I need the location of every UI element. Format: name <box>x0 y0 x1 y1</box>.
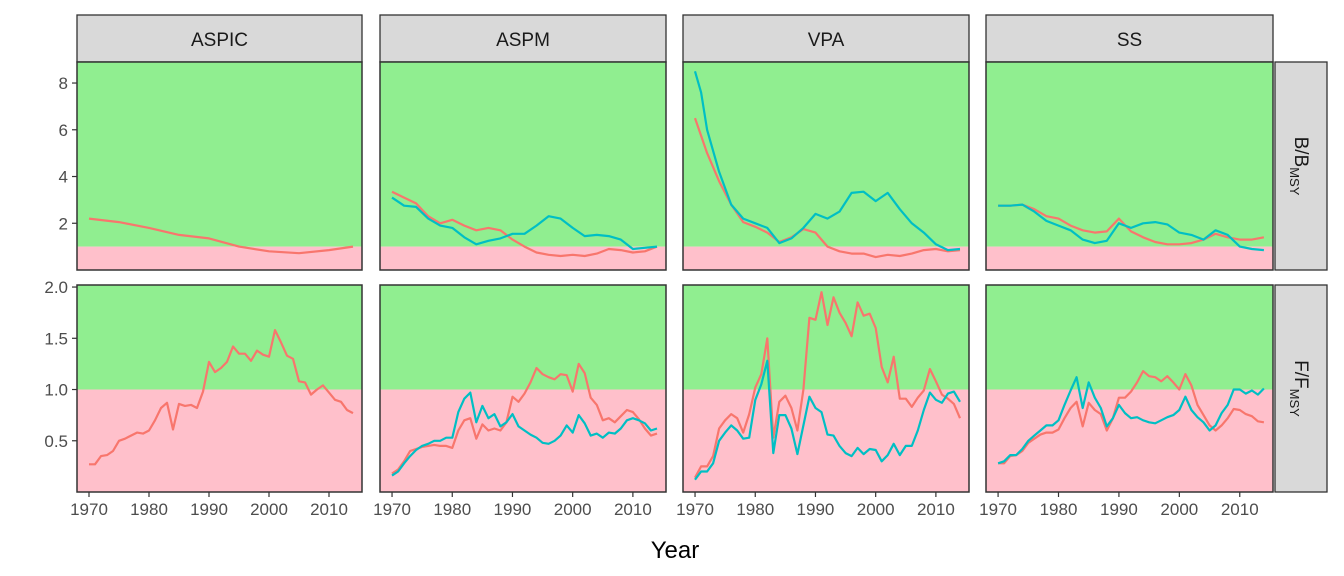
x-tick-label: 2000 <box>857 500 895 519</box>
x-axis-title: Year <box>651 537 700 564</box>
x-tick-label: 1970 <box>70 500 108 519</box>
series-line-0 <box>998 203 1265 246</box>
series-line-1 <box>391 391 658 477</box>
series-line-0 <box>694 291 962 479</box>
above-reference-zone <box>683 285 969 390</box>
below-reference-zone <box>683 246 969 270</box>
y-tick-label: 8 <box>59 74 68 93</box>
y-tick-label: 0.5 <box>44 432 68 451</box>
panel-vpa-row-0 <box>682 61 970 271</box>
column-strip-aspm <box>379 14 667 63</box>
x-tick-label: 2000 <box>554 500 592 519</box>
row-strip-label-subscript: MSY <box>1288 389 1303 418</box>
x-tick-label: 1990 <box>494 500 532 519</box>
panel-border <box>985 284 1274 493</box>
x-tick-label: 1970 <box>373 500 411 519</box>
below-reference-zone <box>77 389 362 492</box>
series-line-0 <box>88 217 354 255</box>
column-strip-aspic <box>76 14 363 63</box>
panel-aspm-row-1 <box>379 284 667 493</box>
panel-border <box>985 61 1274 271</box>
x-tick-label: 2010 <box>614 500 652 519</box>
row-strip-1 <box>1274 284 1328 493</box>
series-line-1 <box>998 203 1265 252</box>
series-line-0 <box>391 362 658 475</box>
series-line-0 <box>693 117 961 259</box>
panel-border <box>682 61 970 271</box>
column-strip-label: VPA <box>808 30 845 51</box>
x-tick-label: 1980 <box>433 500 471 519</box>
above-reference-zone <box>986 62 1273 247</box>
panel-border <box>682 284 970 493</box>
x-tick-label: 1990 <box>1100 500 1138 519</box>
series-line-0 <box>391 190 658 258</box>
y-tick-label: 1.0 <box>44 381 68 400</box>
panel-aspm-row-0 <box>379 61 667 271</box>
panel-ss-row-0 <box>985 61 1274 271</box>
x-tick-label: 1990 <box>797 500 835 519</box>
x-tick-label: 2010 <box>1221 500 1259 519</box>
y-tick-label: 6 <box>59 121 68 140</box>
y-tick-label: 2 <box>59 214 68 233</box>
x-tick-label: 1980 <box>130 500 168 519</box>
panel-border <box>76 61 363 271</box>
y-tick-label: 2.0 <box>44 278 68 297</box>
row-strip-label-main: F/F <box>1291 360 1312 389</box>
above-reference-zone <box>986 285 1273 390</box>
series-line-1 <box>391 196 658 251</box>
panel-vpa-row-1 <box>682 284 970 493</box>
x-tick-label: 2010 <box>310 500 348 519</box>
above-reference-zone <box>77 285 362 390</box>
series-line-0 <box>998 370 1265 465</box>
panel-aspic-row-1 <box>76 284 363 493</box>
panel-aspic-row-0 <box>76 61 363 271</box>
above-reference-zone <box>77 62 362 247</box>
column-strip-label: ASPIC <box>191 30 248 51</box>
row-strip-label: B/BMSY <box>1288 137 1312 196</box>
above-reference-zone <box>380 62 666 247</box>
row-strip-0 <box>1274 61 1328 271</box>
below-reference-zone <box>380 389 666 492</box>
row-strip-label-subscript: MSY <box>1288 167 1303 196</box>
column-strip-vpa <box>682 14 970 63</box>
above-reference-zone <box>683 62 969 247</box>
x-tick-label: 2000 <box>1160 500 1198 519</box>
x-tick-label: 2010 <box>917 500 955 519</box>
column-strip-label: ASPM <box>496 30 550 51</box>
panel-border <box>76 284 363 493</box>
series-line-1 <box>694 359 961 481</box>
panel-border <box>379 61 667 271</box>
panel-ss-row-1 <box>985 284 1274 493</box>
x-tick-label: 1970 <box>676 500 714 519</box>
row-strip-label-main: B/B <box>1291 137 1312 168</box>
y-tick-label: 1.5 <box>44 329 68 348</box>
above-reference-zone <box>380 285 666 390</box>
row-strip-label: F/FMSY <box>1288 360 1312 417</box>
x-tick-label: 1980 <box>736 500 774 519</box>
x-tick-label: 1990 <box>190 500 228 519</box>
y-tick-label: 4 <box>59 168 68 187</box>
below-reference-zone <box>380 246 666 270</box>
below-reference-zone <box>986 246 1273 270</box>
panel-border <box>379 284 667 493</box>
series-line-1 <box>693 70 961 252</box>
x-tick-label: 1980 <box>1040 500 1078 519</box>
column-strip-ss <box>985 14 1274 63</box>
column-strip-label: SS <box>1117 30 1142 51</box>
series-line-1 <box>997 376 1265 465</box>
x-tick-label: 2000 <box>250 500 288 519</box>
x-tick-label: 1970 <box>979 500 1017 519</box>
series-line-0 <box>89 329 354 466</box>
below-reference-zone <box>683 389 969 492</box>
